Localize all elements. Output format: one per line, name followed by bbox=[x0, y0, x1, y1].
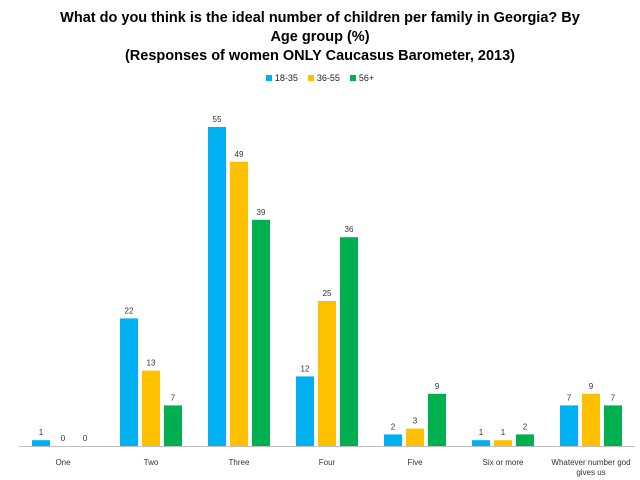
chart-title-line-1: What do you think is the ideal number of… bbox=[60, 10, 580, 26]
data-label-18-35-1: 22 bbox=[125, 306, 134, 315]
legend-swatch-18-35 bbox=[265, 75, 272, 81]
bar-18-35-1 bbox=[120, 318, 138, 446]
data-label-36-55-1: 13 bbox=[147, 359, 156, 368]
bar-18-35-3 bbox=[296, 376, 314, 446]
chart-title-line-3: (Responses of women ONLY Caucasus Barome… bbox=[124, 48, 516, 64]
chart-title-line-2: Age group (%) bbox=[270, 29, 370, 45]
x-tick-label-3: Four bbox=[319, 458, 336, 467]
legend-item-56-plus: 56+ bbox=[349, 73, 375, 83]
data-label-56-plus-6: 7 bbox=[611, 393, 616, 402]
bar-36-55-3 bbox=[318, 301, 336, 446]
chart-title: What do you think is the ideal number of… bbox=[0, 9, 640, 66]
legend-swatch-56-plus bbox=[349, 75, 356, 81]
bar-18-35-6 bbox=[560, 405, 578, 446]
x-tick-label-6-1: gives us bbox=[576, 468, 605, 477]
x-tick-label-6-0: Whatever number god bbox=[551, 458, 630, 467]
data-label-36-55-3: 25 bbox=[323, 289, 332, 298]
data-label-56-plus-1: 7 bbox=[171, 393, 176, 402]
bar-18-35-2 bbox=[208, 127, 226, 446]
bar-36-55-5 bbox=[494, 440, 512, 446]
x-tick-label-5: Six or more bbox=[483, 458, 524, 467]
bar-56-plus-1 bbox=[164, 405, 182, 446]
chart-legend: 18-35 36-55 56+ bbox=[0, 73, 640, 83]
bar-18-35-0 bbox=[32, 440, 50, 446]
data-label-36-55-0: 0 bbox=[61, 434, 66, 443]
data-label-18-35-4: 2 bbox=[391, 422, 396, 431]
data-label-56-plus-0: 0 bbox=[83, 434, 88, 443]
data-label-36-55-6: 9 bbox=[589, 382, 594, 391]
bar-36-55-4 bbox=[406, 428, 424, 446]
x-tick-label-4: Five bbox=[407, 458, 423, 467]
bar-56-plus-4 bbox=[428, 393, 446, 446]
bar-56-plus-2 bbox=[252, 219, 270, 446]
data-label-56-plus-4: 9 bbox=[435, 382, 440, 391]
legend-item-36-55: 36-55 bbox=[307, 73, 340, 83]
bar-56-plus-6 bbox=[604, 405, 622, 446]
data-label-18-35-3: 12 bbox=[301, 364, 310, 373]
bar-36-55-2 bbox=[230, 161, 248, 447]
data-label-18-35-5: 1 bbox=[479, 428, 484, 437]
legend-label-36-55: 36-55 bbox=[316, 73, 340, 83]
bar-36-55-6 bbox=[582, 393, 600, 446]
data-label-18-35-0: 1 bbox=[39, 428, 44, 437]
bar-56-plus-5 bbox=[516, 434, 534, 446]
data-label-56-plus-3: 36 bbox=[345, 225, 354, 234]
data-label-36-55-4: 3 bbox=[413, 417, 418, 426]
bar-18-35-5 bbox=[472, 440, 490, 446]
data-label-18-35-2: 55 bbox=[213, 115, 222, 124]
data-label-36-55-2: 49 bbox=[235, 150, 244, 159]
bar-18-35-4 bbox=[384, 434, 402, 446]
data-label-18-35-6: 7 bbox=[567, 393, 572, 402]
legend-item-18-35: 18-35 bbox=[265, 73, 298, 83]
data-label-36-55-5: 1 bbox=[501, 428, 506, 437]
x-tick-label-0: One bbox=[55, 458, 71, 467]
legend-label-56-plus: 56+ bbox=[358, 73, 375, 83]
legend-label-18-35: 18-35 bbox=[274, 73, 298, 83]
bar-36-55-1 bbox=[142, 370, 160, 446]
bar-56-plus-3 bbox=[340, 237, 358, 446]
data-label-56-plus-5: 2 bbox=[523, 422, 528, 431]
data-label-56-plus-2: 39 bbox=[257, 208, 266, 217]
x-tick-label-2: Three bbox=[229, 458, 250, 467]
legend-swatch-36-55 bbox=[307, 75, 314, 81]
x-tick-label-1: Two bbox=[144, 458, 159, 467]
